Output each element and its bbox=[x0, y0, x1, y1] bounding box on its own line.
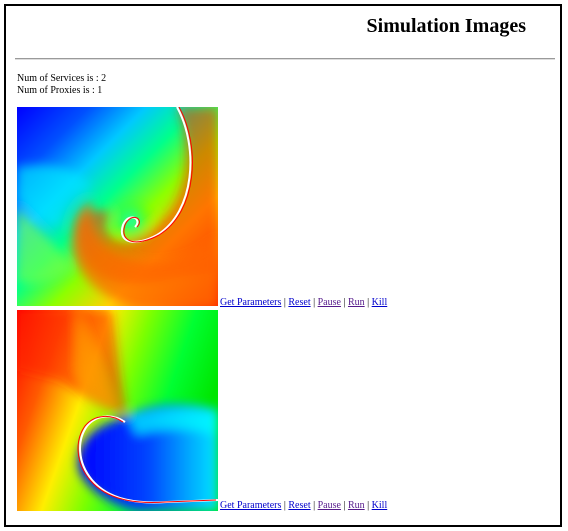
simulation-image-2 bbox=[17, 310, 218, 511]
pause-link[interactable]: Pause bbox=[317, 297, 341, 308]
services-count: Num of Services is : 2 bbox=[17, 73, 107, 84]
reset-link[interactable]: Reset bbox=[288, 297, 311, 308]
pause-link[interactable]: Pause bbox=[317, 500, 341, 511]
separator: | bbox=[367, 297, 370, 308]
run-link[interactable]: Run bbox=[347, 500, 365, 511]
get-parameters-link[interactable]: Get Parameters bbox=[220, 500, 282, 511]
simulation-controls-1: Get Parameters | Reset | Pause | Run | K… bbox=[220, 297, 387, 309]
separator: | bbox=[283, 500, 286, 511]
simulation-image-1 bbox=[17, 107, 218, 308]
separator: | bbox=[313, 297, 316, 308]
browser-page: Simulation Images Num of Services is : 2… bbox=[4, 4, 562, 527]
kill-link[interactable]: Kill bbox=[371, 297, 388, 308]
run-link[interactable]: Run bbox=[347, 297, 365, 308]
proxies-count: Num of Proxies is : 1 bbox=[17, 85, 103, 96]
header-divider bbox=[15, 58, 555, 60]
separator: | bbox=[283, 297, 286, 308]
separator: | bbox=[313, 500, 316, 511]
separator: | bbox=[343, 500, 346, 511]
separator: | bbox=[367, 500, 370, 511]
simulation-info: Num of Services is : 2 Num of Proxies is… bbox=[17, 73, 106, 97]
reset-link[interactable]: Reset bbox=[288, 500, 311, 511]
separator: | bbox=[343, 297, 346, 308]
simulation-controls-2: Get Parameters | Reset | Pause | Run | K… bbox=[220, 500, 387, 512]
kill-link[interactable]: Kill bbox=[371, 500, 388, 511]
get-parameters-link[interactable]: Get Parameters bbox=[220, 297, 282, 308]
page-title: Simulation Images bbox=[366, 15, 526, 37]
